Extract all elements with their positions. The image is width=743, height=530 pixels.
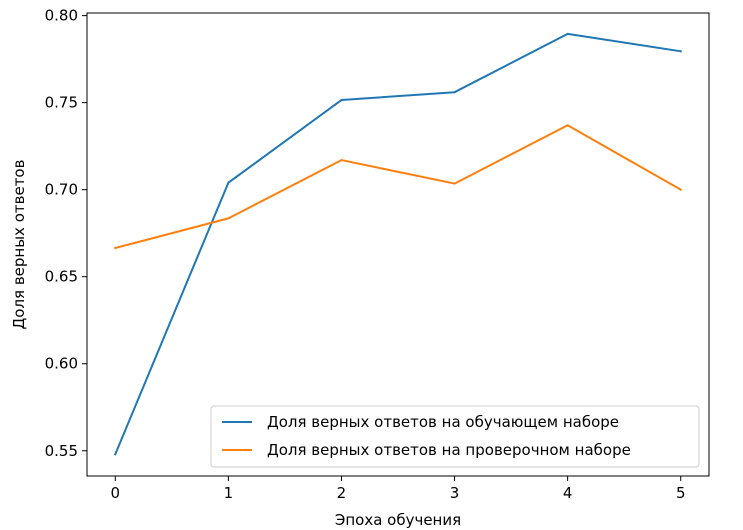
y-tick-label: 0.75 [45,94,78,112]
legend-entry-2: Доля верных ответов на проверочном набор… [267,441,631,459]
plot-area [113,32,683,456]
legend-box [210,405,700,468]
x-tick-label: 3 [450,484,460,502]
data-point-s1-4 [566,32,569,35]
legend-entry-1: Доля верных ответов на обучающем наборе [267,413,619,431]
y-tick-label: 0.55 [45,442,78,460]
data-point-s2-5 [679,188,682,191]
data-point-s1-5 [679,50,682,53]
y-tick-label: 0.80 [45,7,78,25]
x-tick-label: 0 [110,484,120,502]
x-tick-label: 2 [337,484,347,502]
x-tick-label: 5 [676,484,686,502]
y-tick-label: 0.65 [45,268,78,286]
legend: Доля верных ответов на обучающем наборе Д… [210,405,700,468]
series-line-2 [114,124,683,250]
x-tick-label: 1 [224,484,234,502]
data-point-s2-1 [227,217,230,220]
data-point-s1-3 [453,91,456,94]
data-point-s2-3 [453,182,456,185]
plot-frame [86,12,710,477]
y-tick-label: 0.70 [45,181,78,199]
data-point-s1-0 [114,453,117,456]
x-tick-label: 4 [563,484,573,502]
data-point-s2-4 [566,124,569,127]
y-axis-label: Доля верных ответов [10,160,28,330]
x-axis-label: Эпоха обучения [335,511,461,529]
data-point-s1-1 [227,181,230,184]
data-point-s2-2 [340,159,343,162]
y-tick-label: 0.60 [45,355,78,373]
data-point-s2-0 [114,246,117,249]
data-point-s1-2 [340,99,343,102]
series-line-1 [113,32,682,456]
axes: 0 1 2 3 4 5 0.55 0.60 0.65 0.70 0.75 0.80 [45,7,710,502]
